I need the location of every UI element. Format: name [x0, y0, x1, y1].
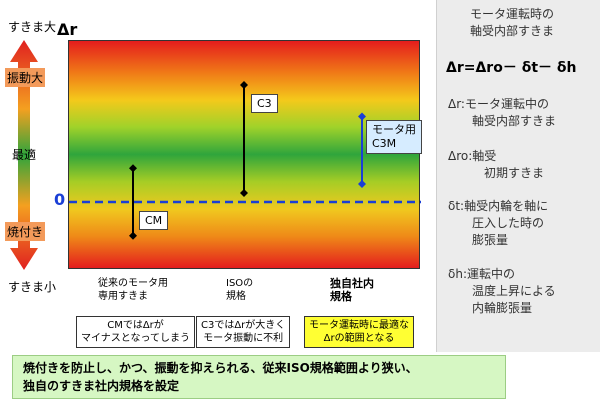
range-bar-c3m-top-marker — [358, 112, 366, 121]
side-gradient-arrow — [10, 40, 38, 270]
banner-line-1: 焼付きを防止し、かつ、振動を抑えられる、従来ISO規格範囲より狭い、 — [23, 361, 418, 375]
note-cm: CMではΔrが マイナスとなってしまう — [76, 316, 195, 348]
range-bar-c3m-bottom-marker — [358, 180, 366, 188]
range-bar-c3-top-marker — [240, 81, 248, 89]
y-bottom-label: すきま小 — [8, 280, 57, 294]
range-bar-cm-top-marker — [129, 164, 137, 173]
column-label-conventional: 従来のモータ用 専用すきま — [98, 278, 168, 302]
definition-delta-t: δt:軸受内輪を軸に 圧入した時の 膨張量 — [448, 199, 549, 247]
formula-panel — [436, 0, 600, 352]
bar-label-c3m: モータ用 C3M — [366, 120, 422, 154]
note-c3: C3ではΔrが大きく モータ振動に不利 — [196, 316, 291, 348]
range-bar-c3-bottom-marker — [240, 189, 248, 197]
y-top-label: すきま大 — [8, 20, 57, 34]
definition-delta-r: Δr:モータ運転中の 軸受内部すきま — [448, 97, 557, 128]
bar-label-c3: C3 — [251, 94, 278, 113]
bars-svg — [69, 81, 421, 240]
range-bar-cm-bottom-marker — [129, 231, 137, 240]
zone-optimal-label: 最適 — [12, 148, 37, 162]
plot-area — [68, 40, 421, 269]
formula: Δr=Δro－ δt－ δh — [446, 60, 577, 76]
definition-delta-ro: Δro:軸受 初期すきま — [448, 149, 545, 180]
column-label-internal: 独自社内 規格 — [330, 277, 374, 303]
bar-label-cm: CM — [139, 211, 169, 230]
zone-vibration-label: 振動大 — [5, 68, 46, 87]
right-title: モータ運転時の 軸受内部すきま — [470, 7, 555, 38]
conclusion-banner: 焼付きを防止し、かつ、振動を抑えられる、従来ISO規格範囲より狭い、 独自のすき… — [12, 355, 506, 399]
zero-label: 0 — [54, 190, 66, 209]
zone-seizure-label: 焼付き — [5, 222, 46, 241]
note-internal: モータ運転時に最適な Δrの範囲となる — [304, 316, 414, 348]
delta-r-symbol: Δr — [57, 20, 78, 39]
banner-line-2: 独自のすきま社内規格を設定 — [23, 379, 180, 393]
definition-delta-h: δh:運転中の 温度上昇による 内輪膨張量 — [448, 267, 556, 315]
column-label-iso: ISOの 規格 — [226, 278, 254, 302]
